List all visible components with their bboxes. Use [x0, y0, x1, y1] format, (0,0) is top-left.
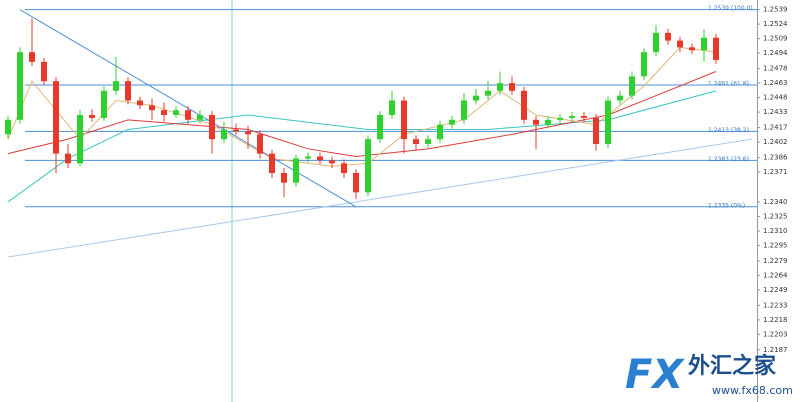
candle-body [281, 172, 287, 183]
fib-label: 1.2383 (23.6) [708, 156, 749, 163]
candle-body [245, 131, 251, 135]
candle-body [5, 119, 11, 135]
candle-body [161, 110, 167, 115]
y-tick-label: 1.2386 [763, 154, 788, 162]
y-tick-label: 1.2494 [763, 49, 788, 57]
y-tick-label: 1.2478 [763, 65, 788, 73]
candle-body [17, 52, 23, 120]
candle-body [485, 90, 491, 96]
candle-body [713, 37, 719, 60]
candle-body [605, 100, 611, 144]
y-tick-label: 1.2371 [763, 168, 788, 176]
candle-body [53, 81, 59, 154]
candle-body [101, 90, 107, 118]
candle-body [353, 172, 359, 193]
fib-label: 1.2335 (0%) [708, 202, 745, 209]
candle-body [269, 153, 275, 173]
candle-body [29, 52, 35, 62]
candle-body [629, 76, 635, 96]
candle-body [557, 117, 563, 120]
candle-body [653, 32, 659, 53]
fib-label: 1.2539 (100.0) [708, 5, 753, 12]
fib-label: 1.2461 (61.8) [708, 81, 749, 88]
candle-body [569, 115, 575, 118]
candle-body [665, 32, 671, 41]
y-tick-label: 1.2417 [763, 124, 788, 132]
y-tick-label: 1.2433 [763, 108, 788, 116]
y-tick-label: 1.2264 [763, 271, 788, 279]
y-tick-label: 1.2295 [763, 241, 788, 249]
candle-body [305, 156, 311, 159]
moving-average [7, 138, 753, 258]
moving-average [7, 71, 717, 158]
candle-body [617, 95, 623, 101]
y-tick-label: 1.2402 [763, 138, 788, 146]
candle-body [401, 100, 407, 140]
candle-body [209, 114, 215, 140]
y-tick-label: 1.2203 [763, 330, 788, 338]
y-tick-label: 1.2233 [763, 301, 788, 309]
y-tick-label: 1.2325 [763, 212, 788, 220]
candle-body [677, 40, 683, 48]
candle-body [413, 139, 419, 144]
y-tick-label: 1.2249 [763, 286, 788, 294]
fib-label: 1.2413 (38.2) [708, 127, 749, 134]
candle-body [641, 52, 647, 77]
candle-body [365, 139, 371, 193]
candle-body [521, 90, 527, 120]
watermark-url: www.fx68.com [712, 384, 793, 397]
y-tick-label: 1.2463 [763, 79, 788, 87]
candle-body [377, 114, 383, 140]
candle-body [449, 119, 455, 125]
candle-body [425, 139, 431, 144]
candle-body [689, 47, 695, 51]
candle-body [317, 156, 323, 161]
candle-body [257, 134, 263, 154]
candle-body [173, 110, 179, 115]
y-tick-label: 1.2448 [763, 94, 788, 102]
y-tick-label: 1.2310 [763, 227, 788, 235]
candle-body [389, 100, 395, 115]
moving-average [7, 46, 717, 167]
candle-body [65, 153, 71, 164]
candle-body [77, 114, 83, 164]
candle-body [593, 117, 599, 144]
candle-body [545, 119, 551, 125]
candle-body [137, 100, 143, 106]
y-tick-label: 1.2187 [763, 346, 788, 354]
y-tick-label: 1.2279 [763, 257, 788, 265]
candle-body [185, 110, 191, 120]
candle-body [473, 95, 479, 101]
candle-body [125, 81, 131, 101]
watermark-name: 外汇之家 [688, 353, 777, 379]
candle-body [461, 100, 467, 120]
candle-body [197, 114, 203, 120]
candle-body [701, 37, 707, 51]
candle-body [41, 61, 47, 82]
y-tick-label: 1.2539 [763, 6, 788, 14]
candle-body [437, 124, 443, 140]
candle-body [581, 115, 587, 118]
y-tick-label: 1.2218 [763, 316, 788, 324]
watermark: FX 外汇之家 www.fx68.com [625, 352, 793, 398]
candle-body [341, 163, 347, 173]
candle-body [221, 129, 227, 140]
candle-body [509, 83, 515, 91]
candle-body [89, 114, 95, 118]
y-tick-label: 1.2340 [763, 198, 788, 206]
candle-body [113, 81, 119, 91]
candle-body [233, 129, 239, 132]
watermark-brand: FX [625, 352, 685, 398]
candle-body [497, 83, 503, 91]
y-tick-label: 1.2509 [763, 35, 788, 43]
candle-body [293, 158, 299, 183]
candle-body [329, 160, 335, 164]
y-tick-label: 1.2524 [763, 20, 788, 28]
candle-body [533, 119, 539, 125]
candle-body [149, 105, 155, 111]
